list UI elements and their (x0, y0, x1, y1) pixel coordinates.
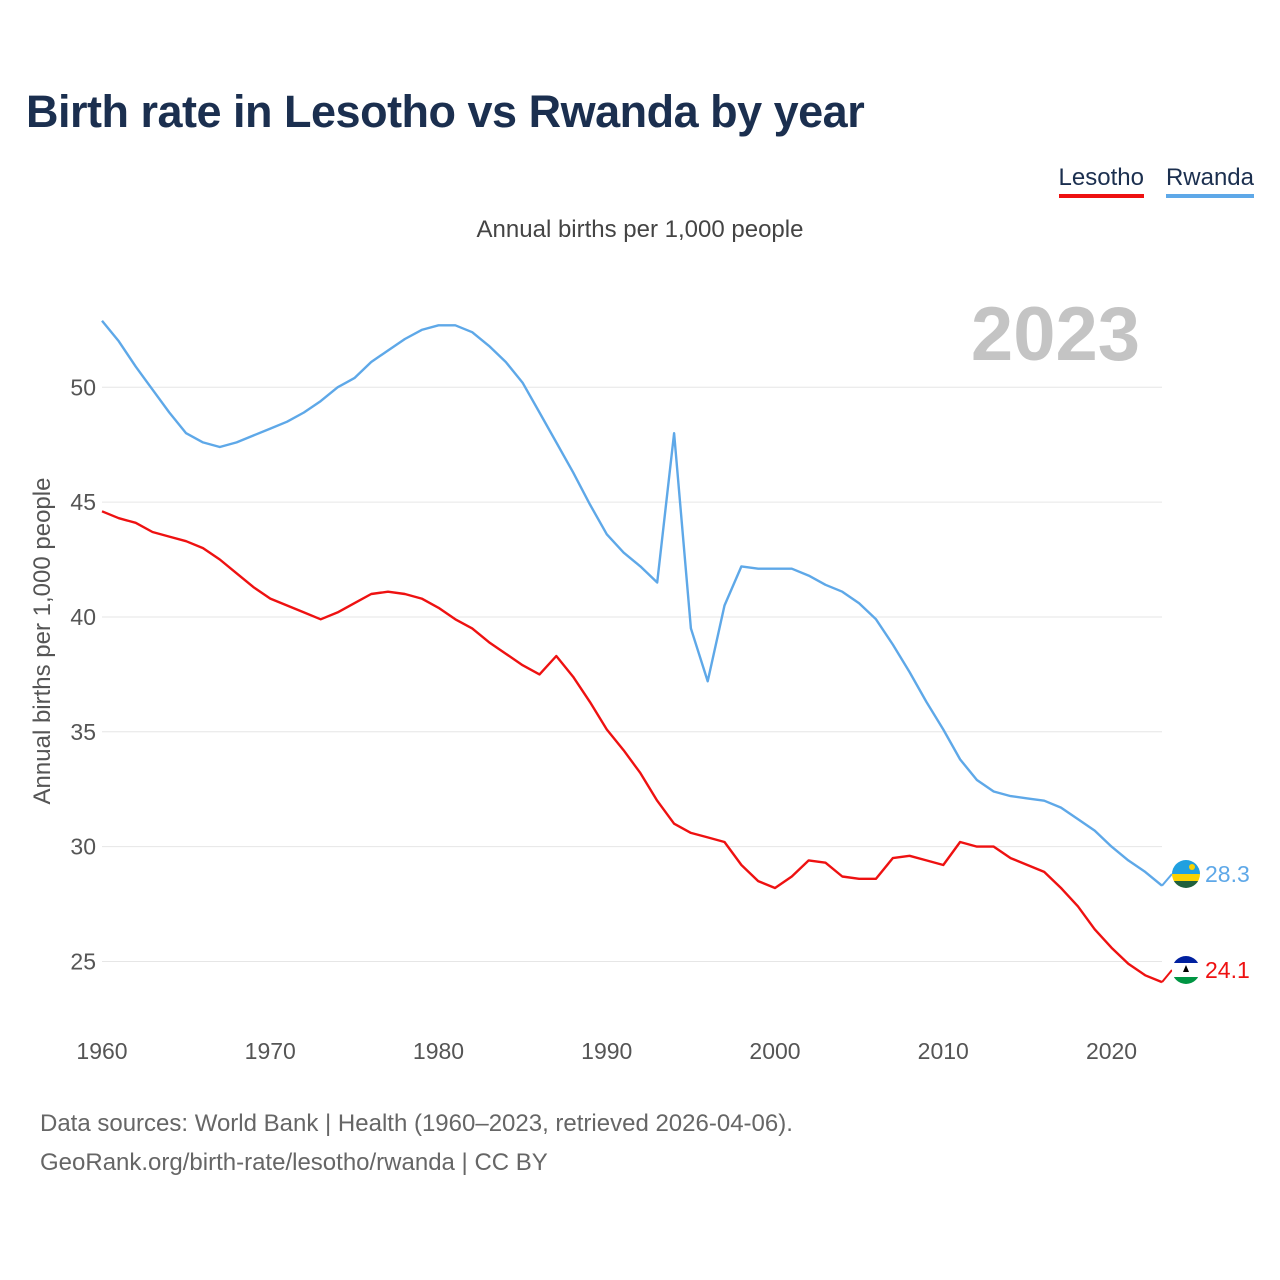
lesotho-flag-icon (1172, 956, 1200, 984)
series-line-lesotho[interactable] (101, 510, 1163, 984)
y-tick-label: 40 (70, 604, 96, 630)
end-connector-rwanda (1161, 873, 1173, 887)
chart-title: Birth rate in Lesotho vs Rwanda by year (26, 86, 865, 137)
y-tick-label: 50 (70, 374, 96, 400)
data-source-note: Data sources: World Bank | Health (1960–… (40, 1110, 793, 1137)
y-tick-label: 45 (70, 489, 96, 515)
y-axis-ticks: 25 30 35 40 45 50 (70, 374, 96, 974)
chart-subtitle: Annual births per 1,000 people (476, 216, 804, 243)
x-tick-label: 1980 (413, 1038, 464, 1064)
x-tick-label: 2000 (749, 1038, 800, 1064)
end-label-lesotho: 24.1 (1205, 957, 1250, 983)
x-tick-label: 1990 (581, 1038, 632, 1064)
x-axis-ticks: 1960 1970 1980 1990 2000 2010 2020 (76, 1038, 1137, 1064)
series-line-rwanda[interactable] (101, 319, 1163, 887)
line-chart: 25 30 35 40 45 50 1960 1970 1980 1990 2000 2010 202… (29, 292, 1250, 1064)
x-tick-label: 2020 (1086, 1038, 1137, 1064)
y-tick-label: 25 (70, 948, 96, 974)
x-tick-label: 2010 (918, 1038, 969, 1064)
x-tick-label: 1960 (76, 1038, 127, 1064)
end-labels: 24.1 28.3 (1205, 861, 1250, 983)
rwanda-flag-icon (1172, 860, 1200, 888)
y-tick-label: 35 (70, 719, 96, 745)
legend-item-rwanda[interactable]: Rwanda (1165, 164, 1254, 198)
legend: Lesotho Rwanda (1058, 164, 1254, 198)
x-tick-label: 1970 (245, 1038, 296, 1064)
series-lines (101, 319, 1173, 984)
year-watermark: 2023 (971, 292, 1140, 377)
y-tick-label: 30 (70, 834, 96, 860)
source-url: GeoRank.org/birth-rate/lesotho/rwanda | … (40, 1149, 548, 1176)
grid-lines (102, 386, 1162, 962)
legend-item-lesotho[interactable]: Lesotho (1058, 164, 1144, 198)
y-axis-label: Annual births per 1,000 people (29, 478, 56, 805)
end-connector-lesotho (1161, 969, 1173, 983)
footer: Data sources: World Bank | Health (1960–… (40, 1104, 793, 1182)
end-label-rwanda: 28.3 (1205, 861, 1250, 887)
